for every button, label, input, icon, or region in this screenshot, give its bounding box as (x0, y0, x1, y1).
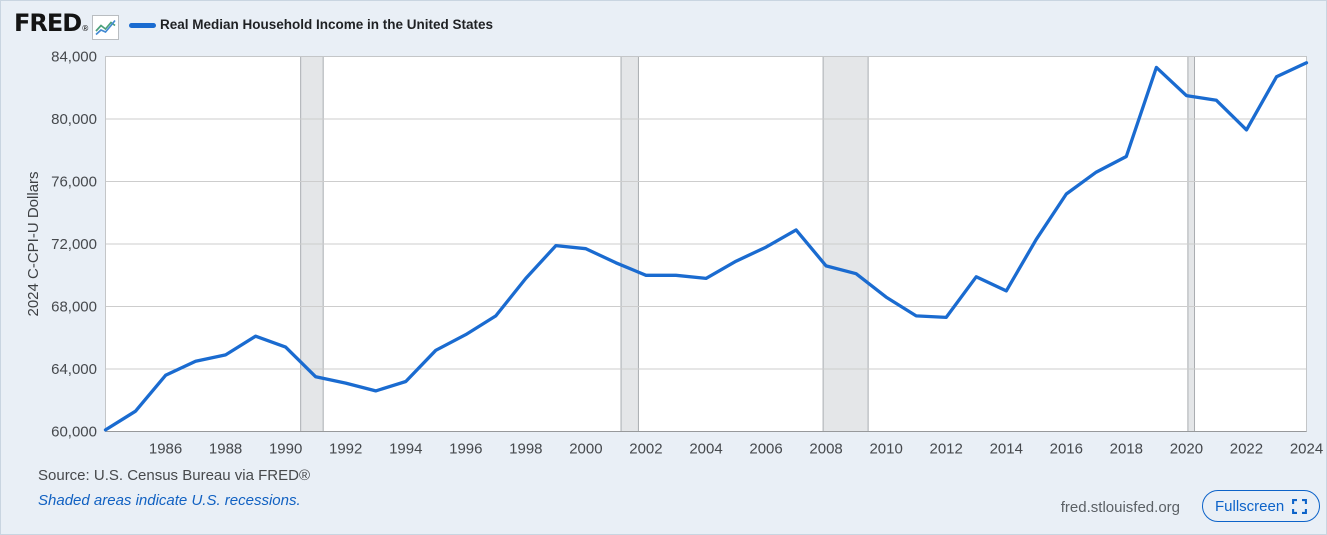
y-axis-tick-label: 80,000 (51, 111, 97, 128)
x-axis-tick-label: 1994 (389, 441, 422, 458)
registered-mark: ® (81, 24, 90, 33)
x-axis-tick-label: 2012 (930, 441, 963, 458)
site-url: fred.stlouisfed.org (1060, 499, 1180, 516)
y-axis-tick-label: 60,000 (51, 424, 97, 441)
y-axis-tick-label: 76,000 (51, 174, 97, 191)
y-axis-tick-label: 72,000 (51, 236, 97, 253)
x-axis-tick-label: 2010 (869, 441, 902, 458)
recession-note-link[interactable]: Shaded areas indicate U.S. recessions. (38, 492, 301, 509)
chart-plot-area[interactable]: 60,000 64,000 68,000 72,000 76,000 80,000 84,0… (1, 31, 1326, 461)
x-axis-tick-label: 2000 (569, 441, 602, 458)
fullscreen-button[interactable]: Fullscreen (1202, 490, 1321, 522)
y-axis-tick-label: 84,000 (51, 49, 97, 66)
fred-graph-icon[interactable] (92, 15, 119, 40)
x-axis-tick-label: 2014 (990, 441, 1023, 458)
fred-logo[interactable]: FRED® (14, 9, 89, 43)
x-axis-tick-label: 1988 (209, 441, 242, 458)
x-axis-tick-label: 1992 (329, 441, 362, 458)
y-axis-tick-label: 64,000 (51, 361, 97, 378)
y-axis-tick-label: 68,000 (51, 299, 97, 316)
x-axis-tick-label: 2024 (1290, 441, 1323, 458)
x-axis-tick-label: 2008 (809, 441, 842, 458)
fred-logo-text: FRED (14, 9, 82, 37)
fullscreen-label: Fullscreen (1215, 497, 1285, 515)
y-axis-title: 2024 C-CPI-U Dollars (25, 171, 42, 316)
x-axis-tick-label: 1990 (269, 441, 302, 458)
series-legend-label[interactable]: Real Median Household Income in the Unit… (160, 17, 494, 32)
source-text: Source: U.S. Census Bureau via FRED® (38, 467, 310, 484)
x-axis-tick-label: 2004 (689, 441, 722, 458)
x-axis-tick-label: 2020 (1170, 441, 1203, 458)
series-legend-swatch (129, 23, 156, 28)
income-series-line[interactable] (103, 61, 1309, 432)
x-axis-tick-label: 1996 (449, 441, 482, 458)
x-axis-tick-label: 2006 (749, 441, 782, 458)
x-axis-tick-label: 2002 (629, 441, 662, 458)
fullscreen-icon (1292, 498, 1308, 514)
x-axis-tick-label: 2022 (1230, 441, 1263, 458)
icon-zigzag-blue (95, 19, 116, 36)
x-axis-tick-label: 1998 (509, 441, 542, 458)
x-axis-tick-label: 1986 (149, 441, 182, 458)
x-axis-tick-label: 2018 (1110, 441, 1143, 458)
x-axis-tick-label: 2016 (1050, 441, 1083, 458)
